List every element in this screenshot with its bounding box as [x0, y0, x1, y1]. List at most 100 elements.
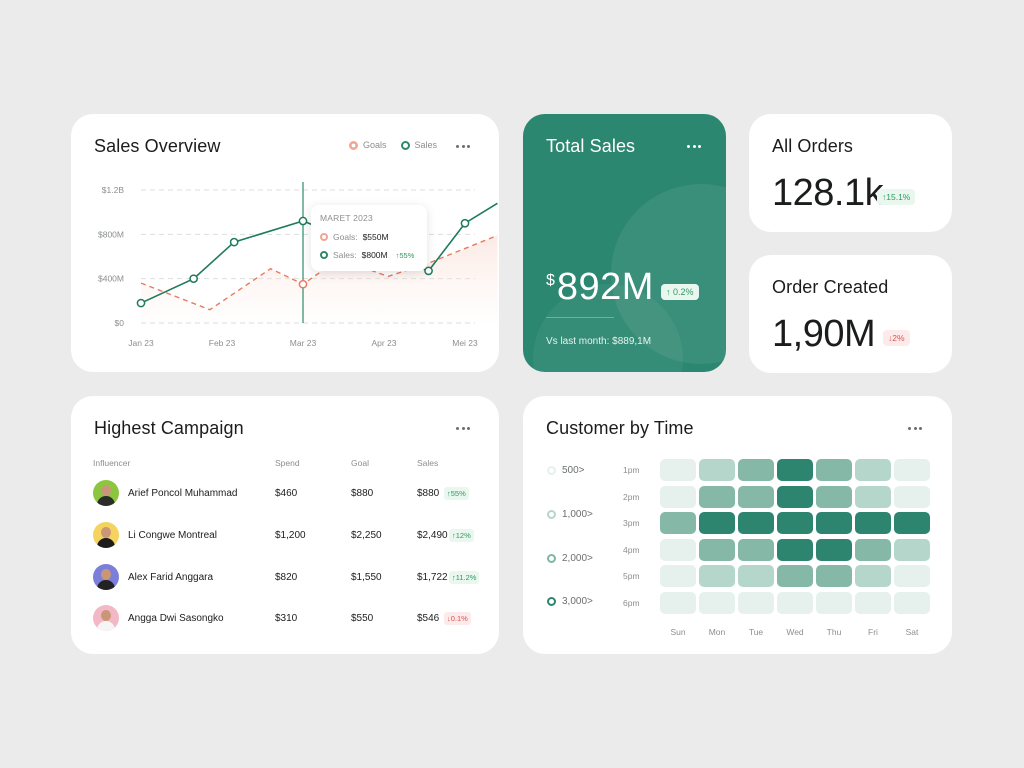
- x-tick-label: Apr 23: [371, 338, 396, 348]
- legend-dot: [547, 466, 556, 475]
- column-header-sales: Sales: [417, 458, 439, 468]
- heatmap-cell[interactable]: [777, 459, 813, 481]
- heatmap-cell[interactable]: [816, 459, 852, 481]
- sales-data-point: [424, 266, 433, 276]
- tooltip-sales-row: Sales: $800M ↑55%: [320, 250, 418, 260]
- heatmap-cell[interactable]: [660, 538, 696, 561]
- heatmap-cell[interactable]: [738, 459, 774, 481]
- heatmap-cell[interactable]: [660, 591, 696, 614]
- heatmap-cell[interactable]: [855, 565, 891, 587]
- heatmap-cell[interactable]: [738, 512, 774, 534]
- total-sales-title: Total Sales: [546, 136, 636, 156]
- heatmap-cell[interactable]: [699, 591, 735, 614]
- heatmap-cell[interactable]: [699, 459, 735, 481]
- heatmap-cell[interactable]: [738, 538, 774, 561]
- heatmap-cell[interactable]: [777, 591, 813, 614]
- legend-label: 500>: [562, 465, 585, 476]
- heatmap-cell[interactable]: [816, 485, 852, 508]
- more-options-icon[interactable]: [908, 425, 922, 431]
- heatmap-cell[interactable]: [660, 565, 696, 587]
- heatmap-cell[interactable]: [816, 565, 852, 587]
- y-tick-label: $400M: [98, 274, 124, 284]
- avatar-body: [97, 538, 115, 548]
- legend-label: 1,000>: [562, 509, 593, 520]
- heatmap-cell[interactable]: [738, 485, 774, 508]
- influencer-name: Arief Poncol Muhammad: [128, 488, 238, 499]
- order-created-card: Order Created 1,90M ↓2%: [749, 255, 952, 373]
- total-sales-value: $ 892M: [546, 266, 654, 309]
- legend-sales[interactable]: Sales: [400, 140, 437, 150]
- goals-area: [141, 235, 498, 323]
- heatmap-cell[interactable]: [894, 512, 930, 534]
- heatmap-legend-item: 1,000>: [547, 509, 593, 520]
- highest-campaign-title: Highest Campaign: [94, 418, 244, 438]
- table-row[interactable]: Arief Poncol Muhammad $460 $880 $880 ↑55%: [93, 480, 477, 508]
- tooltip-sales-dot: [320, 251, 328, 259]
- hour-label: 4pm: [623, 544, 640, 555]
- spend-value: $1,200: [275, 530, 306, 541]
- heatmap-cell[interactable]: [855, 591, 891, 614]
- order-created-change-badge: ↓2%: [883, 330, 910, 346]
- hour-label: 6pm: [623, 597, 640, 608]
- sales-data-point: [460, 218, 470, 228]
- more-options-icon[interactable]: [456, 425, 470, 431]
- chart-tooltip: MARET 2023 Goals: $550M Sales: $800M ↑55…: [311, 205, 427, 271]
- x-tick-label: Mar 23: [290, 338, 317, 348]
- sales-value: $880: [417, 488, 440, 499]
- heatmap-cell[interactable]: [699, 512, 735, 534]
- heatmap-cell[interactable]: [816, 538, 852, 561]
- total-sales-amount: 892M: [556, 266, 654, 308]
- table-row[interactable]: Angga Dwi Sasongko $310 $550 $546 ↓0.1%: [93, 605, 477, 633]
- table-row[interactable]: Li Congwe Montreal $1,200 $2,250 $2,490 ↑12%: [93, 522, 477, 550]
- highest-campaign-card: Highest Campaign Influencer Spend Goal S…: [71, 396, 499, 654]
- sales-overview-card: Sales Overview Goals Sales $1.2B $800M $40…: [71, 114, 499, 372]
- heatmap-cell[interactable]: [855, 459, 891, 481]
- all-orders-title: All Orders: [772, 136, 854, 156]
- total-sales-change-badge: ↑ 0.2%: [661, 284, 699, 300]
- avatar: [93, 522, 119, 548]
- heatmap-cell[interactable]: [777, 512, 813, 534]
- sales-legend-dot: [400, 140, 410, 150]
- spend-value: $820: [275, 572, 298, 583]
- heatmap-cell[interactable]: [777, 485, 813, 508]
- avatar-head: [101, 485, 111, 496]
- column-header-influencer: Influencer: [93, 458, 131, 468]
- day-label: Thu: [826, 627, 842, 637]
- column-header-goal: Goal: [351, 458, 369, 468]
- heatmap-cell[interactable]: [777, 538, 813, 561]
- heatmap-cell[interactable]: [894, 565, 930, 587]
- spend-value: $310: [275, 613, 298, 624]
- day-label: Fri: [868, 627, 878, 637]
- heatmap-cell[interactable]: [816, 591, 852, 614]
- heatmap-cell[interactable]: [855, 538, 891, 561]
- column-header-spend: Spend: [275, 458, 300, 468]
- heatmap-cell[interactable]: [738, 565, 774, 587]
- heatmap-cell[interactable]: [855, 512, 891, 534]
- heatmap-cell[interactable]: [699, 485, 735, 508]
- heatmap-cell[interactable]: [894, 538, 930, 561]
- more-options-icon[interactable]: [456, 143, 470, 149]
- heatmap-cell[interactable]: [855, 485, 891, 508]
- sales-data-point: [189, 274, 199, 284]
- avatar: [93, 480, 119, 506]
- heatmap-cell[interactable]: [660, 485, 696, 508]
- heatmap-cell[interactable]: [699, 538, 735, 561]
- more-options-icon[interactable]: [687, 143, 701, 149]
- heatmap-cell[interactable]: [738, 591, 774, 614]
- heatmap-cell[interactable]: [777, 565, 813, 587]
- heatmap-cell[interactable]: [660, 512, 696, 534]
- table-row[interactable]: Alex Farid Anggara $820 $1,550 $1,722 ↑11.2%: [93, 564, 480, 592]
- legend-goals[interactable]: Goals: [349, 140, 387, 150]
- heatmap-cell[interactable]: [894, 485, 930, 508]
- heatmap-cell[interactable]: [699, 565, 735, 587]
- customer-by-time-card: Customer by Time 500> 1,000> 2,000> 3,000> 1…: [523, 396, 952, 654]
- legend-dot: [547, 597, 556, 606]
- heatmap-cell[interactable]: [816, 512, 852, 534]
- hour-label: 3pm: [623, 518, 640, 528]
- heatmap-cell[interactable]: [894, 591, 930, 614]
- heatmap-cell[interactable]: [894, 459, 930, 481]
- x-tick-label: Mei 23: [452, 338, 478, 348]
- hour-label: 5pm: [623, 571, 640, 581]
- heatmap-cell[interactable]: [660, 459, 696, 481]
